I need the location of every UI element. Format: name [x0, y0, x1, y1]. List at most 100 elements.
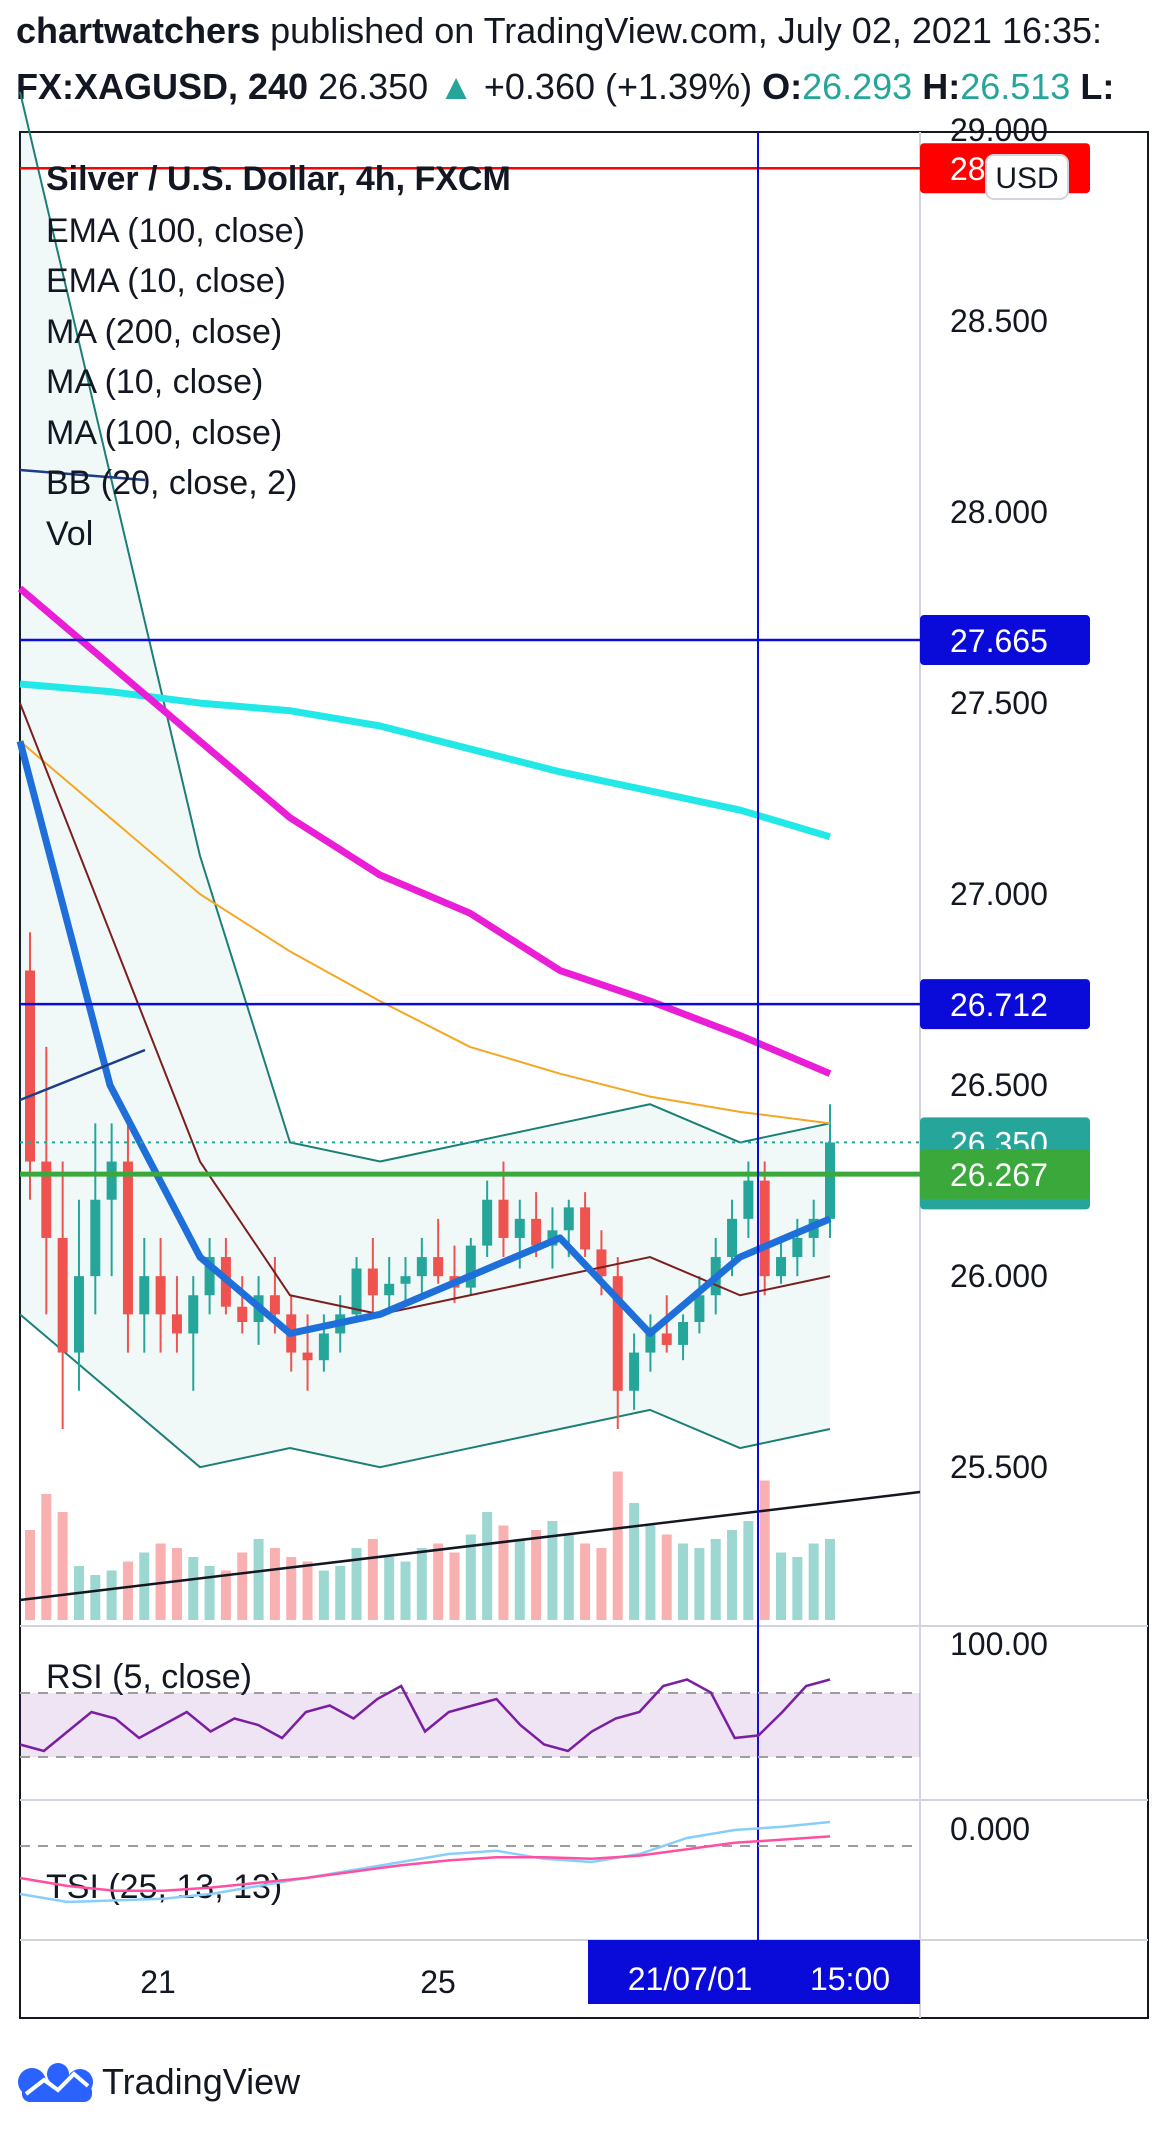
volume-bar [171, 1548, 182, 1620]
author[interactable]: chartwatchers [16, 10, 261, 51]
volume-bar [416, 1548, 427, 1620]
candle-body [596, 1249, 607, 1277]
header-line-1: chartwatchers published on TradingView.c… [16, 10, 1102, 52]
candle-body [204, 1257, 215, 1296]
ma10-line [16, 740, 832, 1337]
candle-body [269, 1295, 280, 1315]
candle-body [743, 1180, 754, 1219]
volume-bar [498, 1525, 509, 1620]
legend-item[interactable]: EMA (10, close) [46, 262, 286, 300]
ma200-line [19, 680, 831, 841]
volume-bar [155, 1543, 166, 1620]
rsi-label[interactable]: RSI (5, close) [46, 1658, 252, 1696]
volume-bar [106, 1570, 117, 1620]
volume-bar [547, 1521, 558, 1620]
volume-bar [629, 1503, 640, 1620]
last-price: 26.350 [318, 66, 429, 107]
candle-body [318, 1333, 329, 1361]
volume-bar [25, 1530, 35, 1620]
bollinger-bands [19, 91, 831, 1469]
price-label: 26.712 [950, 987, 1048, 1023]
legend-item[interactable]: MA (100, close) [46, 414, 282, 452]
chart-area[interactable]: Silver / U.S. Dollar, 4h, FXCM EMA (100,… [0, 0, 1167, 2060]
volume-bar [318, 1570, 329, 1620]
candle-body [514, 1218, 525, 1238]
volume-bar [563, 1534, 574, 1620]
candle-body [188, 1295, 199, 1334]
candle-body [367, 1268, 378, 1296]
tradingview-logo-icon [18, 2063, 93, 2102]
volume-bar [220, 1570, 231, 1620]
volume-bar [727, 1530, 738, 1620]
volume-bar [694, 1548, 705, 1620]
legend: Silver / U.S. Dollar, 4h, FXCM EMA (100,… [46, 160, 511, 553]
tsi-line [19, 1820, 831, 1904]
price-label-box [920, 1149, 1090, 1200]
volume-bar [661, 1534, 672, 1620]
candle-body [465, 1245, 476, 1288]
legend-item[interactable]: MA (200, close) [46, 313, 282, 351]
ema100-line [19, 740, 831, 1125]
volume-bar [237, 1552, 248, 1620]
volume-bar [400, 1561, 411, 1620]
candle-body [498, 1199, 509, 1238]
symbol: FX:XAGUSD, 240 [16, 66, 309, 107]
chart-frame [19, 131, 1149, 2019]
volume-bar [580, 1543, 591, 1620]
legend-title: Silver / U.S. Dollar, 4h, FXCM [46, 160, 511, 198]
volume-bar [678, 1543, 689, 1620]
trend-line[interactable] [19, 1490, 921, 1602]
price-label-box [920, 979, 1090, 1030]
volume-bar [41, 1494, 52, 1620]
volume-bar [253, 1539, 264, 1620]
bb-fill [20, 91, 830, 1468]
candle-body [351, 1268, 362, 1315]
candle-body [645, 1333, 656, 1353]
time-highlight-date: 21/07/01 [628, 1961, 753, 1997]
legend-item[interactable]: Vol [46, 515, 93, 553]
brand[interactable]: TradingView [16, 2060, 300, 2104]
currency-button[interactable] [985, 154, 1069, 200]
legend-item[interactable]: BB (20, close, 2) [46, 464, 297, 502]
price-label-box [920, 615, 1090, 666]
volume-bar [792, 1557, 803, 1620]
candle-body [139, 1276, 150, 1315]
rsi-line [19, 1678, 831, 1753]
volume-bar [90, 1575, 101, 1620]
trend-line[interactable] [19, 1048, 146, 1102]
candle-body [531, 1218, 542, 1246]
legend-item[interactable]: EMA (100, close) [46, 212, 305, 250]
trend-line[interactable] [19, 468, 146, 482]
volume-bar [433, 1543, 444, 1620]
candle-body [384, 1283, 395, 1296]
low-label: L: [1080, 66, 1115, 107]
price-axis[interactable]: 29.000 28.500 28.000 27.500 27.000 26.500 26.0… [950, 112, 1048, 1485]
candle-body [416, 1257, 427, 1277]
open-value: 26.293 [802, 66, 913, 107]
candle-body [759, 1180, 770, 1277]
rsi-tick: 100.00 [950, 1626, 1048, 1662]
indicator-lines [16, 585, 832, 1337]
volume-bar [204, 1566, 215, 1620]
candle-body [106, 1161, 117, 1200]
published-text: published on TradingView.com, July 02, 2… [270, 10, 1103, 51]
x-tick: 21 [140, 1964, 176, 2000]
candle-body [73, 1276, 84, 1353]
volume-bar [825, 1539, 835, 1620]
candle-body [825, 1142, 835, 1219]
candle-body [776, 1257, 787, 1277]
candle-body [122, 1161, 133, 1315]
volume-bar [269, 1548, 280, 1620]
y-tick: 26.000 [950, 1258, 1048, 1294]
y-tick: 27.500 [950, 685, 1048, 721]
candle-body [155, 1276, 166, 1315]
tsi-signal-line [19, 1835, 831, 1893]
price-label: 27.665 [950, 623, 1048, 659]
volume-bar [776, 1552, 787, 1620]
y-tick: 29.000 [950, 112, 1048, 148]
candle-body [629, 1352, 640, 1391]
volume-bar [482, 1512, 493, 1620]
ma100-line [17, 585, 832, 1077]
volume-bar [335, 1566, 346, 1620]
legend-item[interactable]: MA (10, close) [46, 363, 263, 401]
